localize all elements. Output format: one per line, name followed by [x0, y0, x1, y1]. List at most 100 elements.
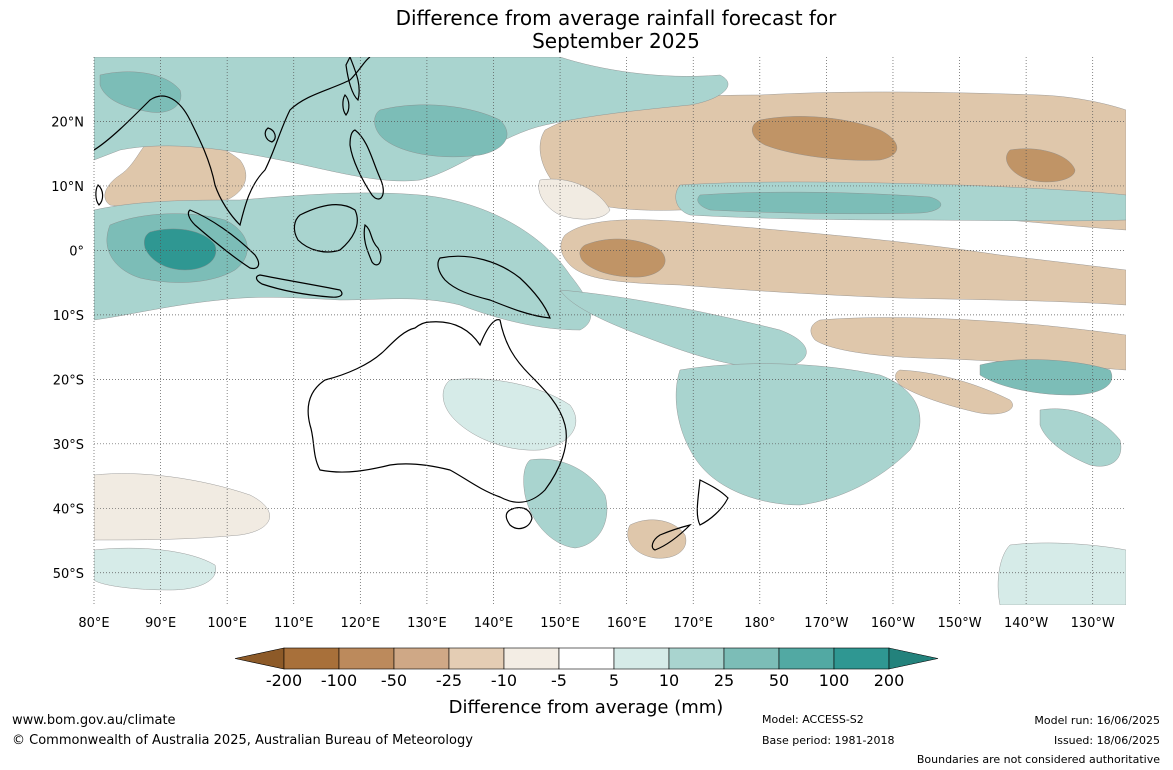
longitude-label: 130°W	[1071, 616, 1115, 631]
philippines-outline	[349, 129, 384, 200]
colorbar-segment	[668, 647, 725, 670]
colorbar-tick-label: 50	[769, 671, 789, 690]
colorbar-segment	[613, 647, 670, 670]
east-pacific-dry-light	[538, 178, 611, 220]
north-pacific-dry-core	[752, 116, 898, 161]
longitude-labels: 80°E 90°E 100°E 110°E 120°E 130°E 140°E 150°E 16…	[78, 616, 1115, 631]
hainan-outline	[264, 127, 276, 143]
boundaries-disclaimer: Boundaries are not considered authoritat…	[917, 753, 1160, 766]
map-area	[94, 57, 1126, 605]
new-guinea-outline	[437, 255, 551, 319]
japan-outline	[345, 57, 360, 102]
wet-anomaly-regions	[94, 57, 1126, 605]
colorbar-segment	[393, 647, 450, 670]
colorbar	[234, 647, 939, 670]
longitude-label: 180°	[744, 616, 775, 631]
latitude-label: 30°S	[53, 438, 84, 453]
colorbar-segment	[778, 647, 835, 670]
colorbar-tick-label: 100	[819, 671, 850, 690]
sulawesi-outline	[363, 223, 382, 266]
asia-mainland-outline	[94, 57, 371, 227]
south-pacific-wet-core	[979, 359, 1112, 396]
indian-ocean-wet-extreme	[144, 228, 217, 271]
colorbar-tick-label: -5	[551, 671, 567, 690]
colorbar-title: Difference from average (mm)	[449, 697, 724, 718]
base-period: Base period: 1981-2018	[762, 734, 894, 747]
north-island-nz	[696, 479, 729, 526]
longitude-label: 140°E	[474, 616, 514, 631]
latitude-label: 20°S	[53, 373, 84, 388]
longitude-label: 90°E	[145, 616, 176, 631]
copyright-text: © Commonwealth of Australia 2025, Austra…	[12, 733, 473, 748]
chart-title-line2: September 2025	[532, 29, 700, 53]
coastlines	[94, 57, 729, 551]
new-zealand-dry	[627, 519, 687, 559]
latitude-label: 40°S	[53, 502, 84, 517]
colorbar-segment	[723, 647, 780, 670]
latitude-labels: 20°N 10°N 0° 10°S 20°S 30°S 40°S 50°S	[51, 115, 84, 581]
longitude-label: 80°E	[78, 616, 109, 631]
colorbar-tick-label: -100	[321, 671, 357, 690]
longitude-label: 130°E	[407, 616, 447, 631]
longitude-label: 100°E	[207, 616, 247, 631]
model-name: Model: ACCESS-S2	[762, 713, 864, 726]
colorbar-tick-label: -50	[381, 671, 407, 690]
north-pacific-dry-core-east	[1006, 148, 1076, 183]
colorbar-tick-label: 5	[609, 671, 619, 690]
longitude-label: 110°E	[274, 616, 314, 631]
philippine-sea-wet-core	[374, 104, 508, 158]
issued-date: Issued: 18/06/2025	[1054, 734, 1160, 747]
south-pacific-wet	[675, 363, 921, 506]
colorbar-extend-high	[888, 647, 939, 670]
colorbar-segment	[283, 647, 340, 670]
colorbar-segment	[503, 647, 560, 670]
colorbar-tick-label: 25	[714, 671, 734, 690]
longitude-label: 150°W	[937, 616, 981, 631]
equatorial-pacific-dry-core	[579, 238, 666, 278]
southern-ocean-wet-east	[997, 542, 1126, 605]
colorbar-segment	[558, 647, 615, 670]
sumatra-outline	[187, 209, 260, 270]
latitude-label: 10°S	[53, 309, 84, 324]
colorbar-tick-label: -25	[436, 671, 462, 690]
colorbar-tick-label: 10	[659, 671, 679, 690]
latitude-label: 20°N	[51, 115, 84, 130]
longitude-label: 140°W	[1004, 616, 1048, 631]
colorbar-tick-labels: -200 -100 -50 -25 -10 -5 5 10 25 50 100 200	[266, 671, 904, 690]
australia-outline	[307, 319, 567, 503]
chart-title-line1: Difference from average rainfall forecas…	[395, 6, 837, 30]
longitude-label: 160°E	[607, 616, 647, 631]
latitude-label: 0°	[69, 244, 84, 259]
itcz-wet-core	[697, 191, 942, 215]
latitude-label: 50°S	[53, 567, 84, 582]
borneo-outline	[293, 203, 358, 253]
sw-pacific-wet-east	[1039, 408, 1122, 467]
colorbar-segment	[338, 647, 395, 670]
taiwan-outline	[342, 94, 350, 116]
south-pacific-dry-small	[895, 369, 1013, 415]
colorbar-extend-low	[234, 647, 285, 670]
southern-ocean-wet	[94, 547, 216, 591]
website-link[interactable]: www.bom.gov.au/climate	[12, 713, 176, 728]
longitude-label: 160°W	[871, 616, 915, 631]
south-island-nz	[651, 523, 692, 551]
longitude-label: 170°W	[804, 616, 848, 631]
australia-east-wet-light	[442, 378, 576, 451]
colorbar-tick-label: -10	[491, 671, 517, 690]
colorbar-tick-label: 200	[874, 671, 905, 690]
graticule	[93, 57, 1126, 605]
colorbar-segment	[833, 647, 890, 670]
colorbar-segment	[448, 647, 505, 670]
colorbar-tick-label: -200	[266, 671, 302, 690]
model-run-date: Model run: 16/06/2025	[1034, 714, 1160, 727]
tasman-wet	[523, 458, 608, 549]
latitude-label: 10°N	[51, 180, 84, 195]
longitude-label: 150°E	[540, 616, 580, 631]
sri-lanka-outline	[95, 184, 104, 206]
longitude-label: 120°E	[341, 616, 381, 631]
equatorial-pacific-dry	[560, 219, 1126, 306]
java-outline	[255, 274, 343, 298]
longitude-label: 170°E	[673, 616, 713, 631]
southern-ocean-dry	[94, 473, 270, 541]
